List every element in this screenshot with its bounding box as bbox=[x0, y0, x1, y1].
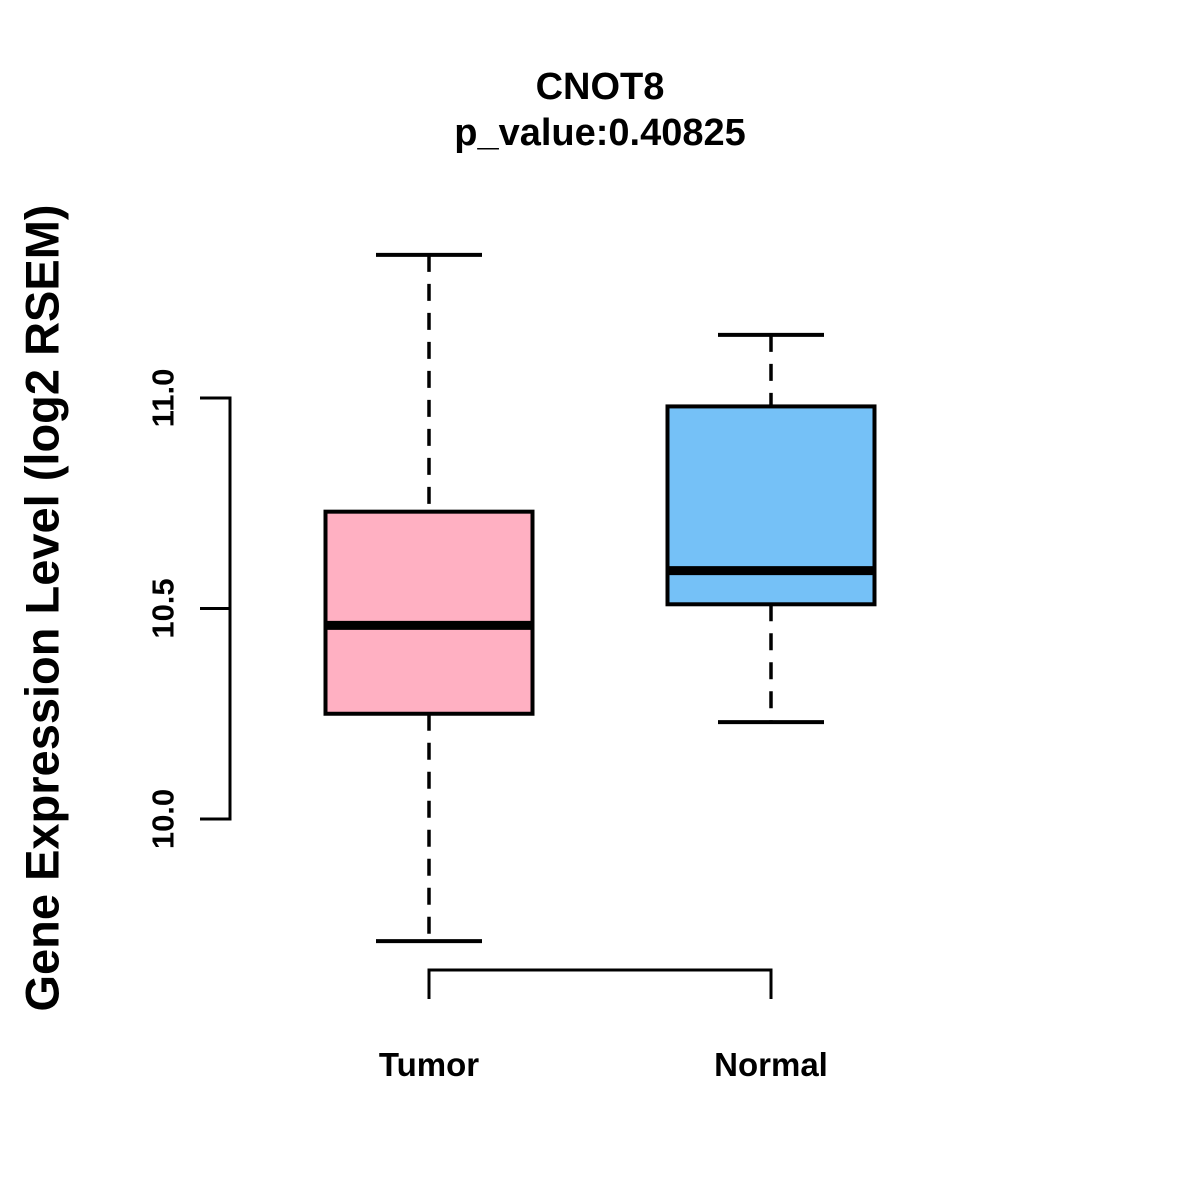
y-tick-label: 11.0 bbox=[146, 369, 181, 428]
box-rect-tumor bbox=[323, 509, 535, 716]
chart-title: CNOT8 bbox=[535, 66, 665, 108]
x-axis-bracket bbox=[427, 968, 773, 999]
y-tick-label: 10.5 bbox=[146, 578, 181, 638]
x-category-label-normal: Normal bbox=[714, 1046, 828, 1083]
title-block: CNOT8 p_value:0.40825 bbox=[0, 64, 1200, 156]
y-tick-label: 10.0 bbox=[146, 789, 181, 849]
chart-p-value: p_value:0.40825 bbox=[454, 112, 746, 154]
x-category-label-tumor: Tumor bbox=[379, 1046, 479, 1083]
